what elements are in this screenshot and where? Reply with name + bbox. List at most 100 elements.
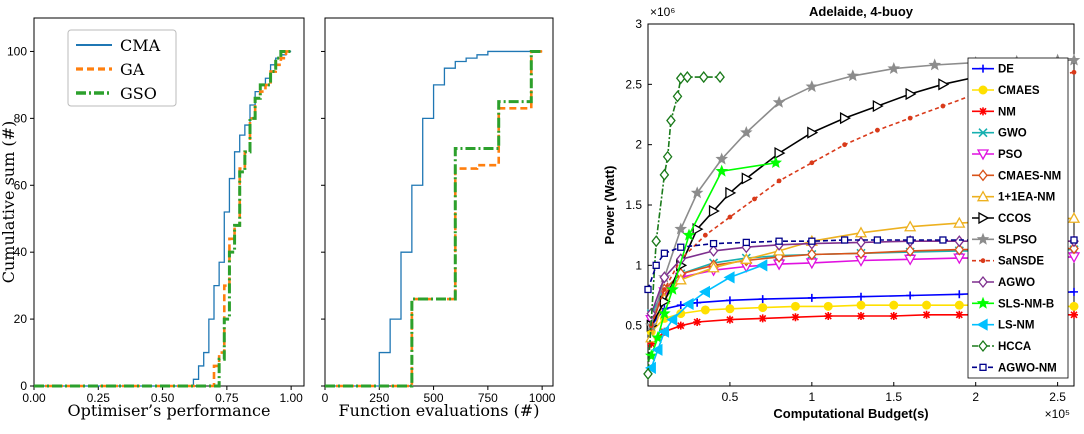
y-tick-label: 60 [14, 178, 28, 192]
y-tick-label: 3 [635, 17, 642, 31]
data-point [873, 236, 882, 244]
x-tick-label: 1 [809, 390, 816, 404]
data-point [823, 301, 833, 311]
data-point [906, 236, 914, 244]
data-point [723, 271, 735, 284]
data-point [840, 236, 849, 244]
data-point [769, 156, 783, 169]
data-point [693, 318, 702, 327]
data-point [644, 361, 656, 375]
data-point [758, 295, 767, 304]
data-point [954, 243, 965, 256]
data-point [905, 87, 917, 101]
legend-box [67, 29, 177, 107]
data-point [928, 58, 942, 71]
x-tick-label: 0.75 [215, 391, 239, 405]
data-point [715, 164, 729, 177]
x-tick-label: 250 [369, 391, 389, 405]
data-point [874, 127, 880, 133]
y-tick-label: 2.5 [625, 77, 642, 91]
series-sls-nm-b [644, 156, 783, 362]
data-point [953, 216, 966, 228]
data-point [677, 243, 685, 251]
legend-label-cmaes-nm: CMAES-NM [998, 170, 1061, 182]
data-point [1069, 301, 1079, 311]
data-point [725, 296, 734, 305]
data-point [693, 298, 702, 307]
step-line-gso [325, 49, 543, 388]
data-point [666, 313, 678, 326]
x-tick-label: 1000 [529, 391, 556, 405]
data-point [955, 290, 964, 299]
data-point [740, 252, 753, 264]
data-point [725, 304, 735, 314]
data-point [904, 220, 917, 232]
legend-swatch-marker [976, 149, 990, 161]
legend-label-sls-nm-b: SLS-NM-B [998, 298, 1054, 310]
y-tick-label: 1 [635, 258, 642, 272]
legend-swatch-marker [980, 258, 986, 264]
data-point [682, 297, 694, 311]
legend-swatch-marker [978, 85, 988, 95]
legend-label-gso: GSO [120, 84, 157, 103]
legend-swatch-marker [976, 190, 990, 202]
axes-frame-middle [324, 17, 554, 387]
legend-swatch-marker [976, 318, 988, 331]
data-point [741, 172, 753, 185]
legend-label-sansde: SaNSDE [998, 256, 1044, 268]
panel-left: 0.00 0.25 0.50 0.75 1.00 0 20 40 60 80 100 Optimise… [0, 17, 305, 420]
data-point [715, 152, 729, 165]
y-axis-label-right: Power (Watt) [602, 166, 617, 245]
data-point [660, 249, 669, 257]
legend-label-nm: NM [998, 106, 1016, 118]
data-point [659, 295, 671, 308]
legend-swatch-marker [978, 275, 988, 289]
legend-label-ccos: CCOS [998, 213, 1032, 225]
x-axis-label-middle: Function evaluations (#) [339, 401, 540, 420]
x-tick-label: 2.5 [1049, 390, 1066, 404]
data-point [889, 312, 898, 321]
x-tick-label: 0.5 [722, 390, 739, 404]
data-point [857, 312, 865, 321]
x-tick-label: 750 [478, 391, 498, 405]
data-point [725, 315, 734, 324]
data-point [756, 259, 768, 272]
data-point [652, 261, 660, 269]
legend-swatch-marker [978, 211, 990, 225]
data-point [692, 223, 704, 236]
y-tick-label: 2 [635, 138, 642, 152]
data-point [1070, 236, 1078, 244]
data-point [1070, 310, 1078, 319]
data-point [674, 273, 687, 285]
data-point [758, 303, 768, 313]
x-tick-label: 0.50 [151, 391, 175, 405]
data-point [839, 112, 851, 125]
series-hcca [643, 71, 725, 380]
data-point [856, 247, 866, 260]
legend-swatch-marker [978, 169, 988, 182]
data-point [758, 314, 767, 323]
step-line-cma [325, 50, 543, 387]
data-point [857, 292, 865, 301]
data-point [808, 237, 816, 245]
y-tick-label: 1.5 [625, 198, 642, 212]
legend-label-cmaes: CMAES [998, 85, 1040, 97]
x-exponent-label: ×10⁵ [1045, 407, 1070, 421]
x-tick-label: 0.00 [22, 391, 46, 405]
x-tick-label: 2 [972, 390, 979, 404]
series-line-agwo [650, 240, 1074, 314]
y-tick-label: 100 [7, 44, 27, 58]
data-point [1071, 69, 1077, 75]
data-point [805, 80, 819, 93]
legend-swatch-marker [979, 107, 987, 116]
panel-right: Adelaide, 4-buoy 0.5 1 1.5 2 2.5 0.5 1 1.5 2 2.5 3 ×… [602, 4, 1081, 421]
x-tick-label: 1.5 [885, 390, 902, 404]
step-line-cma [34, 50, 292, 387]
data-point [842, 142, 848, 148]
data-point [674, 222, 688, 235]
data-point [790, 301, 800, 311]
data-point [1069, 242, 1079, 255]
data-point [922, 310, 931, 319]
legend-label-1+1ea-nm: 1+1EA-NM [998, 192, 1055, 204]
data-point [856, 300, 866, 310]
